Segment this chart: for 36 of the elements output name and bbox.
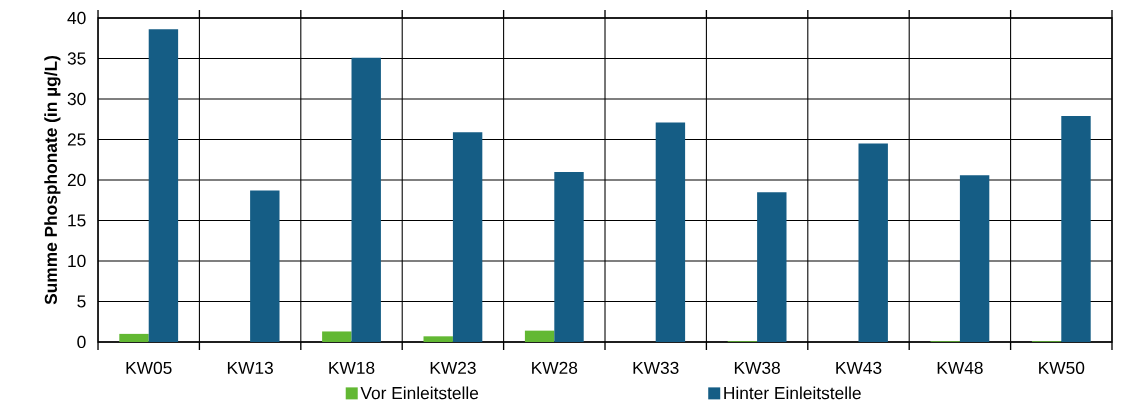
bar: [655, 122, 686, 342]
y-tick-label: 35: [67, 52, 86, 65]
y-tick-label: 25: [67, 133, 86, 146]
x-tick-label: KW05: [126, 361, 172, 374]
bar: [858, 143, 888, 342]
bar: [148, 29, 179, 342]
x-tick-label: KW48: [937, 361, 983, 374]
bar: [423, 336, 453, 342]
x-tick-label: KW28: [532, 361, 578, 374]
bar: [959, 175, 990, 342]
bar: [322, 331, 352, 342]
bar: [250, 190, 280, 342]
y-tick-label: 15: [68, 214, 86, 227]
x-tick-label: KW23: [430, 361, 476, 374]
y-tick-label: 0: [77, 335, 86, 349]
bar: [1061, 116, 1091, 342]
x-tick-label: KW38: [734, 361, 780, 374]
x-tick-label: KW33: [633, 361, 679, 374]
x-tick-label: KW50: [1039, 361, 1085, 374]
y-tick-label: 40: [67, 11, 86, 25]
bar: [351, 57, 381, 342]
bar: [524, 330, 555, 342]
x-tick-label: KW43: [836, 361, 882, 374]
bar: [452, 132, 483, 342]
y-tick-label: 20: [67, 173, 86, 187]
x-tick-label: KW13: [227, 361, 273, 374]
x-tick-label: KW18: [329, 361, 375, 374]
y-axis-title: Summe Phosphonate (in µg/L): [44, 55, 61, 305]
y-tick-label: 30: [67, 92, 86, 106]
bar: [757, 192, 787, 342]
bar: [119, 333, 149, 342]
bar: [554, 171, 584, 342]
y-tick-label: 5: [77, 295, 86, 308]
legend-label: Vor Einleitstelle: [360, 386, 479, 400]
legend-label: Hinter Einleitstelle: [724, 386, 861, 400]
y-tick-label: 10: [68, 254, 86, 268]
